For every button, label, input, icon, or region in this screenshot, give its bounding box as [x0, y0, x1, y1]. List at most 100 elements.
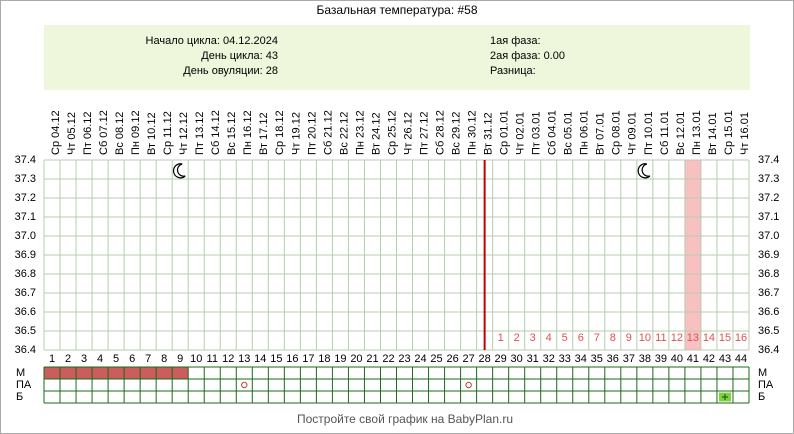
day-number: 11	[207, 353, 218, 365]
moon	[637, 163, 651, 179]
date-label: Пт 13.12	[194, 111, 206, 155]
day-number: 8	[161, 353, 167, 365]
day-number: 14	[254, 353, 266, 365]
day-number: 37	[623, 353, 635, 365]
luteal-day: 11	[655, 332, 666, 344]
y-tick-right: 36.9	[758, 249, 779, 261]
info-left: День овуляции: 28	[183, 65, 278, 77]
info-left: День цикла: 43	[201, 50, 278, 62]
luteal-day: 5	[562, 332, 568, 344]
day-number: 31	[527, 353, 539, 365]
day-number: 23	[398, 353, 410, 365]
date-label: Пн 13.01	[691, 110, 703, 155]
day-number: 10	[190, 353, 202, 365]
menstruation	[44, 367, 61, 379]
y-tick-left: 36.9	[15, 249, 36, 261]
pa-mark	[241, 381, 248, 389]
y-tick-right: 37.0	[758, 230, 779, 242]
day-number: 4	[97, 353, 103, 365]
date-label: Пт 27.12	[418, 111, 430, 155]
date-label: Ср 01.01	[499, 110, 511, 155]
y-tick-left: 37.2	[15, 192, 36, 204]
day-number: 36	[607, 353, 619, 365]
luteal-day: 6	[578, 332, 584, 344]
y-tick-right: 37.3	[758, 173, 779, 185]
luteal-day: 15	[719, 332, 731, 344]
y-tick-left: 37.4	[15, 154, 36, 166]
date-label: Ср 11.12	[162, 111, 174, 155]
date-label: Вс 15.12	[226, 112, 238, 155]
y-tick-right: 36.6	[758, 306, 779, 318]
day-number: 34	[575, 353, 587, 365]
day-number: 41	[687, 353, 699, 365]
pa-mark	[465, 381, 472, 389]
footer: Постройте свой график на BabyPlan.ru	[297, 412, 513, 426]
menstruation	[92, 367, 109, 379]
day-number: 43	[719, 353, 731, 365]
day-number: 33	[559, 353, 571, 365]
menstruation	[60, 367, 77, 379]
menstruation	[140, 367, 157, 379]
row-label-right: ПА	[758, 379, 774, 391]
info-right: 1ая фаза:	[490, 35, 541, 47]
date-label: Пт 10.01	[643, 111, 655, 155]
day-number: 15	[270, 353, 282, 365]
date-label: Чт 02.01	[515, 112, 527, 155]
date-label: Вс 08.12	[114, 112, 126, 155]
date-label: Чт 09.01	[627, 112, 639, 155]
date-label: Вт 31.12	[483, 112, 495, 155]
date-label: Вс 12.01	[675, 112, 687, 155]
luteal-day: 4	[546, 332, 552, 344]
day-number: 3	[81, 353, 87, 365]
date-label: Чт 05.12	[66, 112, 78, 155]
date-label: Пт 20.12	[306, 111, 318, 155]
day-number: 22	[382, 353, 394, 365]
day-number: 28	[479, 353, 491, 365]
luteal-day: 1	[498, 332, 504, 344]
date-label: Сб 04.01	[547, 110, 559, 155]
y-tick-right: 36.8	[758, 268, 779, 280]
luteal-day: 10	[639, 332, 651, 344]
date-label: Вт 07.01	[595, 112, 607, 155]
menstruation	[76, 367, 93, 379]
info-left: Начало цикла: 04.12.2024	[146, 35, 278, 47]
day-number: 6	[129, 353, 135, 365]
row-label-left: Б	[16, 391, 23, 403]
date-label: Пн 30.12	[467, 110, 479, 155]
row-label-right: Б	[758, 391, 765, 403]
date-label: Чт 19.12	[290, 112, 302, 155]
luteal-day: 2	[514, 332, 520, 344]
y-tick-left: 36.8	[15, 268, 36, 280]
y-tick-right: 36.7	[758, 287, 779, 299]
y-tick-right: 37.4	[758, 154, 779, 166]
y-tick-left: 37.3	[15, 173, 36, 185]
date-label: Чт 16.01	[739, 112, 751, 155]
date-label: Ср 08.01	[611, 110, 623, 155]
row-label-left: ПА	[16, 379, 32, 391]
day-number: 26	[446, 353, 458, 365]
day-number: 39	[655, 353, 667, 365]
y-tick-left: 37.1	[15, 211, 36, 223]
row-label-left: М	[16, 367, 25, 379]
date-label: Сб 21.12	[322, 110, 334, 155]
day-number: 9	[177, 353, 183, 365]
day-number: 1	[49, 353, 55, 365]
day-number: 13	[238, 353, 250, 365]
date-label: Сб 11.01	[659, 111, 671, 155]
luteal-day: 12	[671, 332, 683, 344]
day-number: 17	[302, 353, 314, 365]
day-number: 21	[366, 353, 378, 365]
day-number: 24	[414, 353, 426, 365]
date-label: Ср 18.12	[274, 110, 286, 155]
menstruation	[124, 367, 141, 379]
row-label-right: М	[758, 367, 767, 379]
y-tick-left: 37.0	[15, 230, 36, 242]
date-label: Вс 22.12	[338, 112, 350, 155]
y-tick-right: 37.1	[758, 211, 779, 223]
date-label: Вс 05.01	[563, 112, 575, 155]
date-label: Чт 26.12	[402, 112, 414, 155]
day-number: 30	[511, 353, 523, 365]
date-label: Пн 06.01	[579, 110, 591, 155]
date-label: Вс 29.12	[450, 112, 462, 155]
